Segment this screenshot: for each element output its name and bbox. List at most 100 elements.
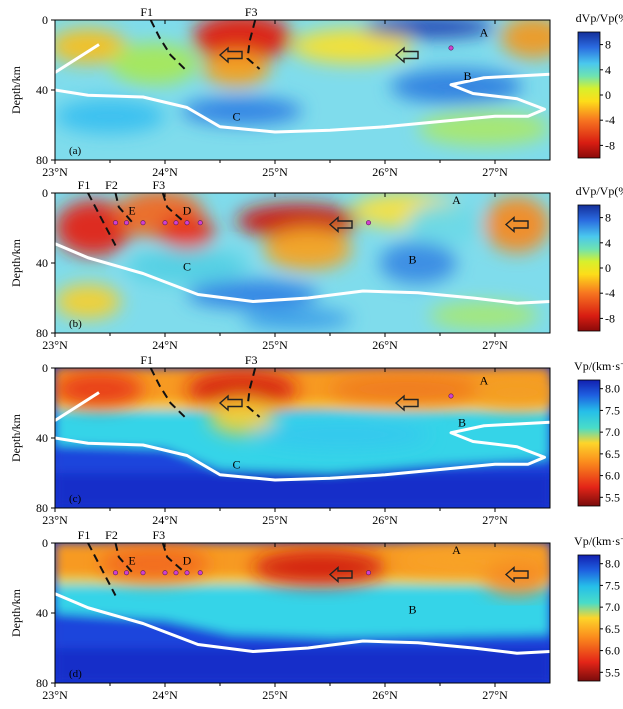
boundary-line	[55, 242, 550, 305]
left-arrow-icon	[394, 394, 419, 412]
colorbar-tick-label: 5.5	[605, 665, 620, 679]
x-tick-label: 26°N	[372, 165, 398, 179]
fault-line-f1	[87, 543, 117, 596]
heatmap-field: E D A B	[55, 543, 550, 683]
y-tick-label: 80	[36, 153, 48, 167]
x-tick-label: 27°N	[482, 165, 508, 179]
fault-label: F3	[152, 178, 165, 192]
y-tick-label: 40	[36, 83, 48, 97]
left-arrow-icon	[504, 215, 529, 234]
x-tick-label: 24°N	[152, 165, 178, 179]
fault-label: F3	[245, 353, 258, 367]
station-marker	[140, 220, 146, 226]
colorbar-tick-label: 7.5	[605, 578, 620, 592]
station-marker	[113, 220, 119, 226]
y-tick-label: 0	[42, 13, 48, 27]
colorbar-tick-label: 6.0	[605, 644, 620, 658]
fault-line-f3	[246, 368, 261, 418]
x-tick-label: 25°N	[262, 513, 288, 527]
feature-label-a: A	[480, 373, 489, 387]
x-tick-label: 25°N	[262, 688, 288, 702]
x-tick-label: 23°N	[42, 165, 68, 179]
colorbar-tick-label: 8	[605, 38, 611, 52]
colorbar-title: dVp/Vp(%)	[576, 11, 623, 25]
fault-label: F2	[105, 528, 118, 542]
x-tick-label: 23°N	[42, 688, 68, 702]
y-axis-label: Depth/km	[9, 413, 23, 462]
colorbar	[577, 554, 601, 682]
fault-line-f3	[161, 543, 188, 576]
left-arrow-icon	[328, 215, 353, 234]
fault-line-f1	[149, 20, 186, 70]
station-marker	[197, 220, 203, 226]
station-marker	[113, 570, 119, 576]
fault-line-f2	[114, 193, 135, 226]
fault-label: F1	[78, 528, 91, 542]
station-marker	[162, 220, 168, 226]
panel-tag: (d)	[69, 668, 82, 680]
colorbar-tick-label: 0	[605, 261, 611, 275]
x-tick-label: 25°N	[262, 338, 288, 352]
x-tick-label: 27°N	[482, 338, 508, 352]
boundary-line	[55, 420, 550, 482]
colorbar-tick-label: 6.5	[605, 447, 620, 461]
heatmap-field: A B C	[55, 368, 550, 508]
fault-line-f2	[114, 543, 135, 576]
y-tick-label: 40	[36, 606, 48, 620]
left-arrow-icon	[218, 394, 243, 412]
fault-label: F3	[245, 5, 258, 19]
heatmap-field: E D A B C	[55, 193, 550, 333]
colorbar	[577, 204, 601, 332]
station-marker	[365, 570, 371, 576]
fault-label: F1	[140, 5, 153, 19]
x-tick-label: 25°N	[262, 165, 288, 179]
station-marker	[184, 570, 190, 576]
x-tick-label: 27°N	[482, 688, 508, 702]
x-tick-label: 23°N	[42, 513, 68, 527]
colorbar-tick-label: 0	[605, 88, 611, 102]
colorbar-tick-label: 7.0	[605, 600, 620, 614]
fault-line-f3	[161, 193, 188, 226]
left-arrow-icon	[394, 46, 419, 64]
feature-label-a: A	[452, 193, 461, 207]
y-axis-label: Depth/km	[9, 65, 23, 114]
feature-label-a: A	[452, 543, 461, 557]
panel-3: A B C F1 F3 (c)23°N 24°N 25°N 26°N 27°N 0 40 80 Depth…	[9, 353, 623, 527]
panel-tag: (a)	[69, 145, 82, 157]
y-tick-label: 40	[36, 431, 48, 445]
colorbar-tick-label: -8	[605, 311, 615, 325]
feature-label-b: B	[458, 415, 466, 429]
colorbar-tick-label: 4	[605, 236, 611, 250]
colorbar-tick-label: 8	[605, 211, 611, 225]
y-tick-label: 40	[36, 256, 48, 270]
panel-tag: (b)	[69, 318, 82, 330]
y-axis-label: Depth/km	[9, 588, 23, 637]
fault-line-f3	[246, 20, 261, 70]
x-tick-label: 27°N	[482, 513, 508, 527]
x-tick-label: 24°N	[152, 513, 178, 527]
x-tick-label: 26°N	[372, 338, 398, 352]
station-marker	[124, 570, 130, 576]
y-tick-label: 80	[36, 501, 48, 515]
station-marker	[124, 220, 130, 226]
y-tick-label: 0	[42, 186, 48, 200]
colorbar-title: Vp/(km·s⁻¹)	[574, 534, 623, 548]
station-marker	[448, 45, 454, 51]
feature-label-b: B	[408, 603, 416, 617]
feature-label-d: D	[183, 204, 192, 218]
station-marker	[162, 570, 168, 576]
colorbar-tick-label: 5.5	[605, 490, 620, 504]
x-tick-label: 26°N	[372, 688, 398, 702]
heatmap-field: A B C	[55, 20, 550, 160]
y-tick-label: 80	[36, 676, 48, 690]
y-tick-label: 0	[42, 536, 48, 550]
colorbar	[577, 379, 601, 507]
x-tick-label: 23°N	[42, 338, 68, 352]
station-marker	[140, 570, 146, 576]
x-tick-label: 24°N	[152, 338, 178, 352]
boundary-line	[55, 592, 550, 655]
x-tick-label: 24°N	[152, 688, 178, 702]
colorbar-tick-label: 4	[605, 63, 611, 77]
feature-label-e: E	[128, 204, 135, 218]
